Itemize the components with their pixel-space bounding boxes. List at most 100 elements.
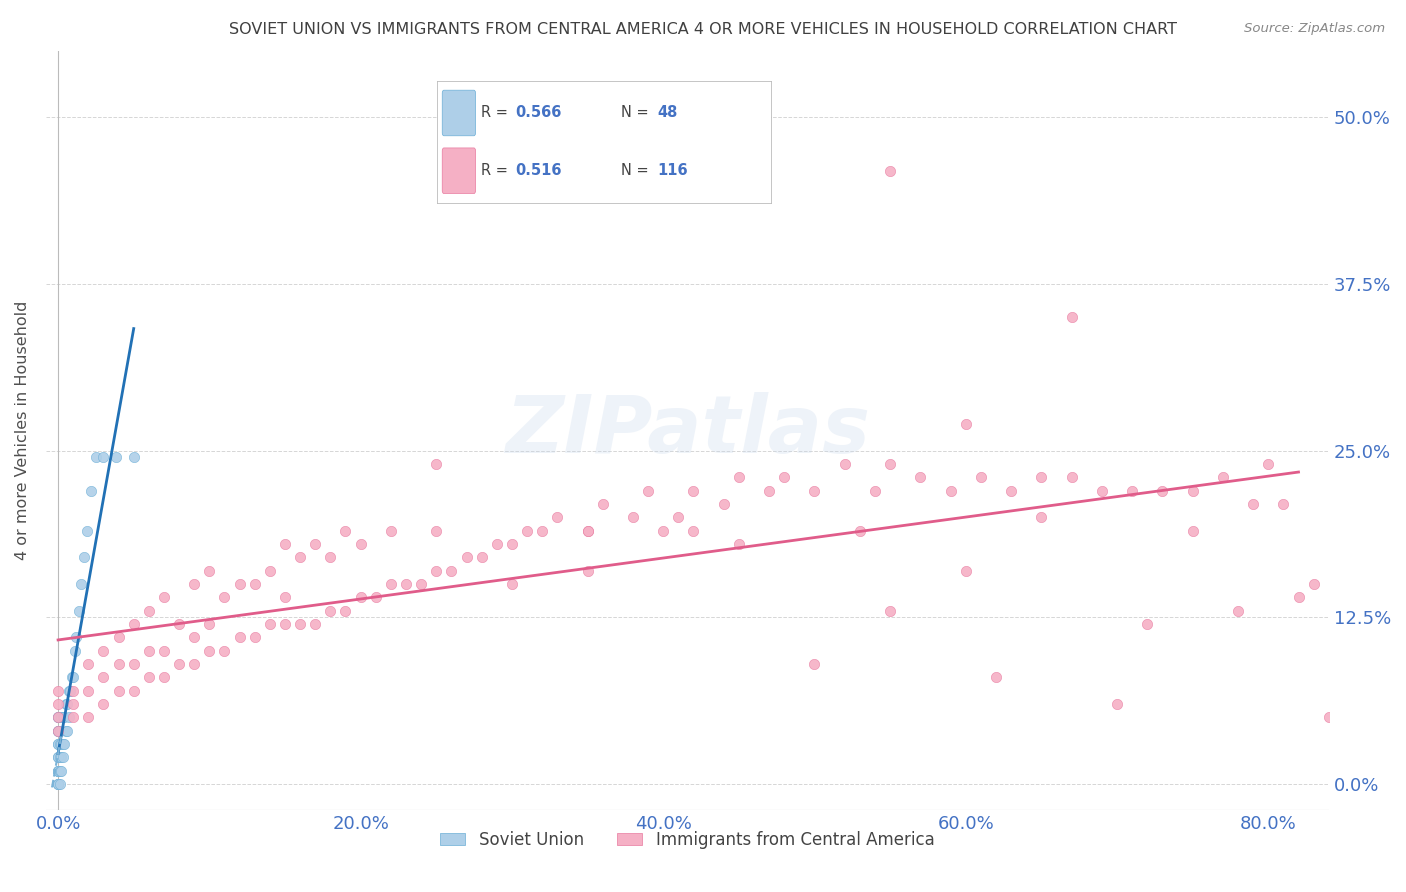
Point [46,777,69,791]
Point [214,591,236,605]
Point [440,564,463,578]
Point [1212,470,1234,484]
Point [228,577,250,591]
Point [773,470,796,484]
Point [288,616,311,631]
Point [1181,524,1204,538]
Point [501,537,523,551]
Point [319,603,342,617]
Point [56,723,79,738]
Point [48,750,70,764]
Point [107,657,129,671]
Point [1060,470,1083,484]
Point [77,683,100,698]
Point [910,470,932,484]
Point [1227,603,1250,617]
Point [107,683,129,698]
Text: ZIPatlas: ZIPatlas [505,392,870,469]
Point [48,764,70,778]
Point [955,417,977,431]
Point [621,510,644,524]
Point [1257,457,1279,471]
Point [456,550,478,565]
Point [77,657,100,671]
Point [93,643,115,657]
Point [46,723,69,738]
Point [46,697,69,711]
Point [46,710,69,724]
Point [349,591,371,605]
Point [274,616,297,631]
Point [411,577,433,591]
Point [288,550,311,565]
Point [46,750,69,764]
Point [48,737,70,751]
Point [682,524,704,538]
Point [364,591,387,605]
Point [1105,697,1128,711]
Point [107,630,129,644]
Point [863,483,886,498]
Point [1091,483,1114,498]
Point [319,550,342,565]
Point [243,630,266,644]
Point [1302,577,1324,591]
Point [803,657,825,671]
Point [58,683,80,698]
Point [198,564,221,578]
Point [122,450,145,465]
Point [46,710,69,724]
Point [46,750,69,764]
Point [304,537,326,551]
Point [834,457,856,471]
Point [259,616,281,631]
Point [516,524,538,538]
Point [274,537,297,551]
Point [1121,483,1143,498]
Point [970,470,993,484]
Point [138,603,160,617]
Point [138,643,160,657]
Point [879,603,901,617]
Point [46,777,69,791]
Point [727,537,749,551]
Point [1152,483,1174,498]
Text: Source: ZipAtlas.com: Source: ZipAtlas.com [1244,22,1385,36]
Point [849,524,872,538]
Text: SOVIET UNION VS IMMIGRANTS FROM CENTRAL AMERICA 4 OR MORE VEHICLES IN HOUSEHOLD : SOVIET UNION VS IMMIGRANTS FROM CENTRAL … [229,22,1177,37]
Point [546,510,568,524]
Point [228,630,250,644]
Point [1288,591,1310,605]
Point [939,483,962,498]
Point [138,670,160,684]
Point [335,603,357,617]
Point [46,723,69,738]
Point [167,657,190,671]
Point [183,577,205,591]
Point [1241,497,1264,511]
Point [46,683,69,698]
Point [682,483,704,498]
Point [183,657,205,671]
Point [55,697,77,711]
Point [46,737,69,751]
Point [1000,483,1022,498]
Point [67,603,90,617]
Point [425,524,447,538]
Point [879,163,901,178]
Point [713,497,735,511]
Point [93,697,115,711]
Point [65,630,87,644]
Point [52,737,75,751]
Point [652,524,675,538]
Point [304,616,326,631]
Point [46,737,69,751]
Point [49,750,72,764]
Point [335,524,357,538]
Point [84,450,107,465]
Y-axis label: 4 or more Vehicles in Household: 4 or more Vehicles in Household [15,301,30,560]
Point [349,537,371,551]
Point [53,710,76,724]
Point [1031,470,1053,484]
Point [62,683,84,698]
